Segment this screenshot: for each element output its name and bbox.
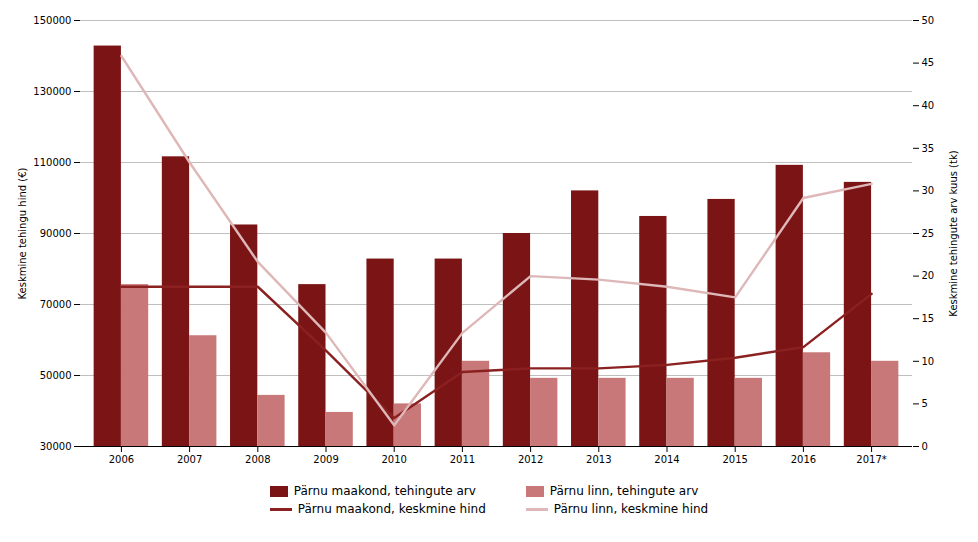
svg-text:25: 25 xyxy=(922,228,935,239)
svg-text:Keskmine tehingute arv kuus (t: Keskmine tehingute arv kuus (tk) xyxy=(948,150,959,316)
svg-text:110000: 110000 xyxy=(33,157,71,168)
svg-text:15: 15 xyxy=(922,313,935,324)
svg-text:2014: 2014 xyxy=(654,454,679,465)
svg-text:2013: 2013 xyxy=(586,454,611,465)
svg-text:2009: 2009 xyxy=(313,454,338,465)
svg-text:30000: 30000 xyxy=(40,441,72,452)
svg-text:2007: 2007 xyxy=(177,454,202,465)
html-text:Pärnu linn, keskmine hind: Pärnu linn, keskmine hind xyxy=(553,502,709,516)
svg-text:Keskmine tehingu hind (€): Keskmine tehingu hind (€) xyxy=(17,167,28,299)
svg-text:70000: 70000 xyxy=(40,299,72,310)
svg-text:130000: 130000 xyxy=(33,86,71,97)
svg-text:50: 50 xyxy=(922,15,935,26)
svg-text:2017*: 2017* xyxy=(856,454,886,465)
svg-text:20: 20 xyxy=(922,270,935,281)
svg-text:45: 45 xyxy=(922,57,935,68)
svg-text:2015: 2015 xyxy=(722,454,747,465)
svg-text:2008: 2008 xyxy=(245,454,270,465)
svg-text:5: 5 xyxy=(922,398,928,409)
svg-text:2012: 2012 xyxy=(518,454,543,465)
html-text:Pärnu maakond, tehingute arv: Pärnu maakond, tehingute arv xyxy=(293,484,476,498)
html-text:Pärnu linn, tehingute arv: Pärnu linn, tehingute arv xyxy=(549,484,699,498)
svg-text:2011: 2011 xyxy=(450,454,475,465)
svg-text:50000: 50000 xyxy=(40,370,72,381)
svg-text:10: 10 xyxy=(922,356,935,367)
svg-text:2006: 2006 xyxy=(109,454,134,465)
svg-text:90000: 90000 xyxy=(40,228,72,239)
svg-text:30: 30 xyxy=(922,185,935,196)
svg-text:150000: 150000 xyxy=(33,15,71,26)
svg-text:35: 35 xyxy=(922,143,935,154)
html-text:Pärnu maakond, keskmine hind: Pärnu maakond, keskmine hind xyxy=(297,502,486,516)
svg-text:2010: 2010 xyxy=(381,454,406,465)
svg-text:0: 0 xyxy=(922,441,928,452)
svg-text:2016: 2016 xyxy=(791,454,816,465)
svg-text:40: 40 xyxy=(922,100,935,111)
